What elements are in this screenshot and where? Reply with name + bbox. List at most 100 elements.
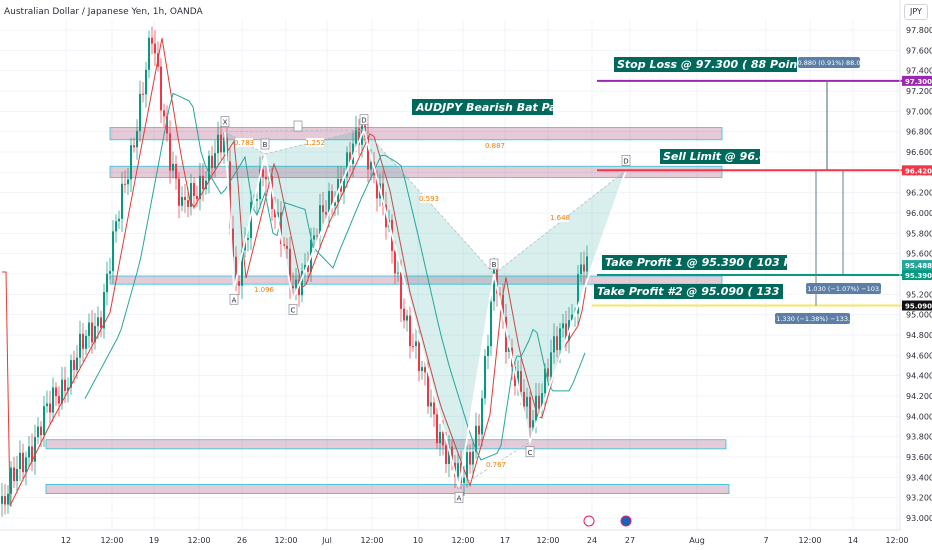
ma-red-line	[2, 38, 587, 507]
y-tick-label: 94.600	[906, 351, 932, 360]
candle-body	[40, 426, 42, 436]
level-label-box	[602, 255, 787, 270]
level-label: Take Profit 1 @ 95.390 ( 103 Points )	[605, 256, 831, 269]
candle-body	[397, 272, 399, 274]
candle-body	[22, 452, 24, 473]
candle-body	[73, 360, 75, 370]
candle-body	[85, 335, 87, 349]
candle-body	[550, 352, 552, 377]
pattern-point-label: C	[291, 306, 296, 314]
candle-body	[4, 496, 6, 505]
y-tick-label: 93.000	[906, 514, 932, 523]
candle-body	[370, 161, 372, 170]
pattern-point-label: C	[528, 449, 533, 457]
pattern-point-label: A	[457, 495, 462, 503]
zone-box	[45, 484, 730, 495]
price-badge	[902, 300, 932, 311]
x-tick-label: Jul	[321, 536, 332, 545]
price-badge-label: 97.300	[905, 78, 932, 86]
candle-body	[133, 145, 135, 148]
ratio-label: 0.593	[419, 195, 439, 203]
candle-body	[154, 43, 156, 54]
candle-body	[367, 137, 369, 170]
y-tick-label: 93.400	[906, 473, 932, 482]
y-tick-label: 97.600	[906, 46, 932, 55]
level-label: Sell Limit @ 96.420	[663, 150, 782, 163]
candle-body	[286, 245, 288, 249]
candle-body	[562, 323, 564, 329]
candle-body	[502, 294, 504, 317]
x-tick-label: 19	[149, 536, 159, 545]
candle-body	[442, 432, 444, 446]
candle-body	[262, 169, 264, 177]
candle-body	[583, 264, 585, 272]
candle-body	[82, 333, 84, 349]
y-tick-label: 94.400	[906, 372, 932, 381]
candle-body	[424, 367, 426, 373]
candle-body	[577, 274, 579, 314]
candle-body	[328, 191, 330, 215]
candle-body	[544, 368, 546, 394]
candle-body	[172, 163, 174, 171]
candle-body	[439, 432, 441, 444]
x-tick-label: 14	[848, 536, 858, 545]
currency-button[interactable]: JPY	[904, 4, 928, 20]
candle-body	[115, 221, 117, 232]
x-tick-label: 12:00	[451, 536, 474, 545]
candle-body	[121, 183, 123, 219]
candle-body	[79, 333, 81, 358]
x-tick-label: 12	[61, 536, 71, 545]
candle-body	[565, 323, 567, 341]
candle-body	[493, 269, 495, 302]
pattern-point-label: A	[232, 296, 237, 304]
candle-body	[421, 367, 423, 372]
candle-body	[505, 316, 507, 352]
candle-body	[70, 360, 72, 388]
y-tick-label: 97.400	[906, 67, 932, 76]
y-tick-label: 93.800	[906, 433, 932, 442]
candle-body	[346, 152, 348, 177]
candle-body	[508, 347, 510, 352]
candle-body	[490, 301, 492, 347]
y-tick-label: 95.200	[906, 290, 932, 299]
measure-box	[798, 57, 860, 68]
candle-body	[517, 371, 519, 386]
candle-body	[256, 199, 258, 201]
ratio-box	[420, 194, 438, 203]
ratio-box	[487, 460, 505, 469]
candle-body	[184, 197, 186, 201]
candle-body	[532, 420, 534, 428]
x-tick-label: 10	[413, 536, 423, 545]
y-tick-label: 94.200	[906, 392, 932, 401]
y-tick-label: 95.800	[906, 229, 932, 238]
measure-box	[775, 313, 850, 324]
candle-body	[571, 314, 573, 321]
price-badge-label: 95.090	[905, 303, 932, 311]
y-tick-label: 96.600	[906, 148, 932, 157]
ratio-label: 1.252	[305, 139, 325, 147]
candle-body	[205, 180, 207, 189]
candle-body	[160, 66, 162, 111]
candle-body	[355, 128, 357, 144]
candle-body	[43, 406, 45, 436]
candle-body	[76, 357, 78, 370]
candle-body	[196, 195, 198, 200]
candle-body	[190, 183, 192, 207]
candle-body	[472, 451, 474, 465]
price-badge-label: 96.420	[905, 167, 932, 175]
ratio-box	[551, 213, 569, 222]
candle-body	[433, 402, 435, 415]
candle-body	[265, 176, 267, 180]
pattern-point-box	[489, 258, 499, 270]
candle-body	[409, 315, 411, 347]
pattern-fill	[494, 170, 626, 442]
candle-body	[430, 402, 432, 407]
zone-box	[45, 439, 727, 450]
candle-body	[415, 341, 417, 347]
candle-body	[127, 179, 129, 185]
candle-body	[232, 228, 234, 257]
pattern-point-label: B	[492, 261, 497, 269]
pattern-ratio-line	[224, 129, 365, 133]
